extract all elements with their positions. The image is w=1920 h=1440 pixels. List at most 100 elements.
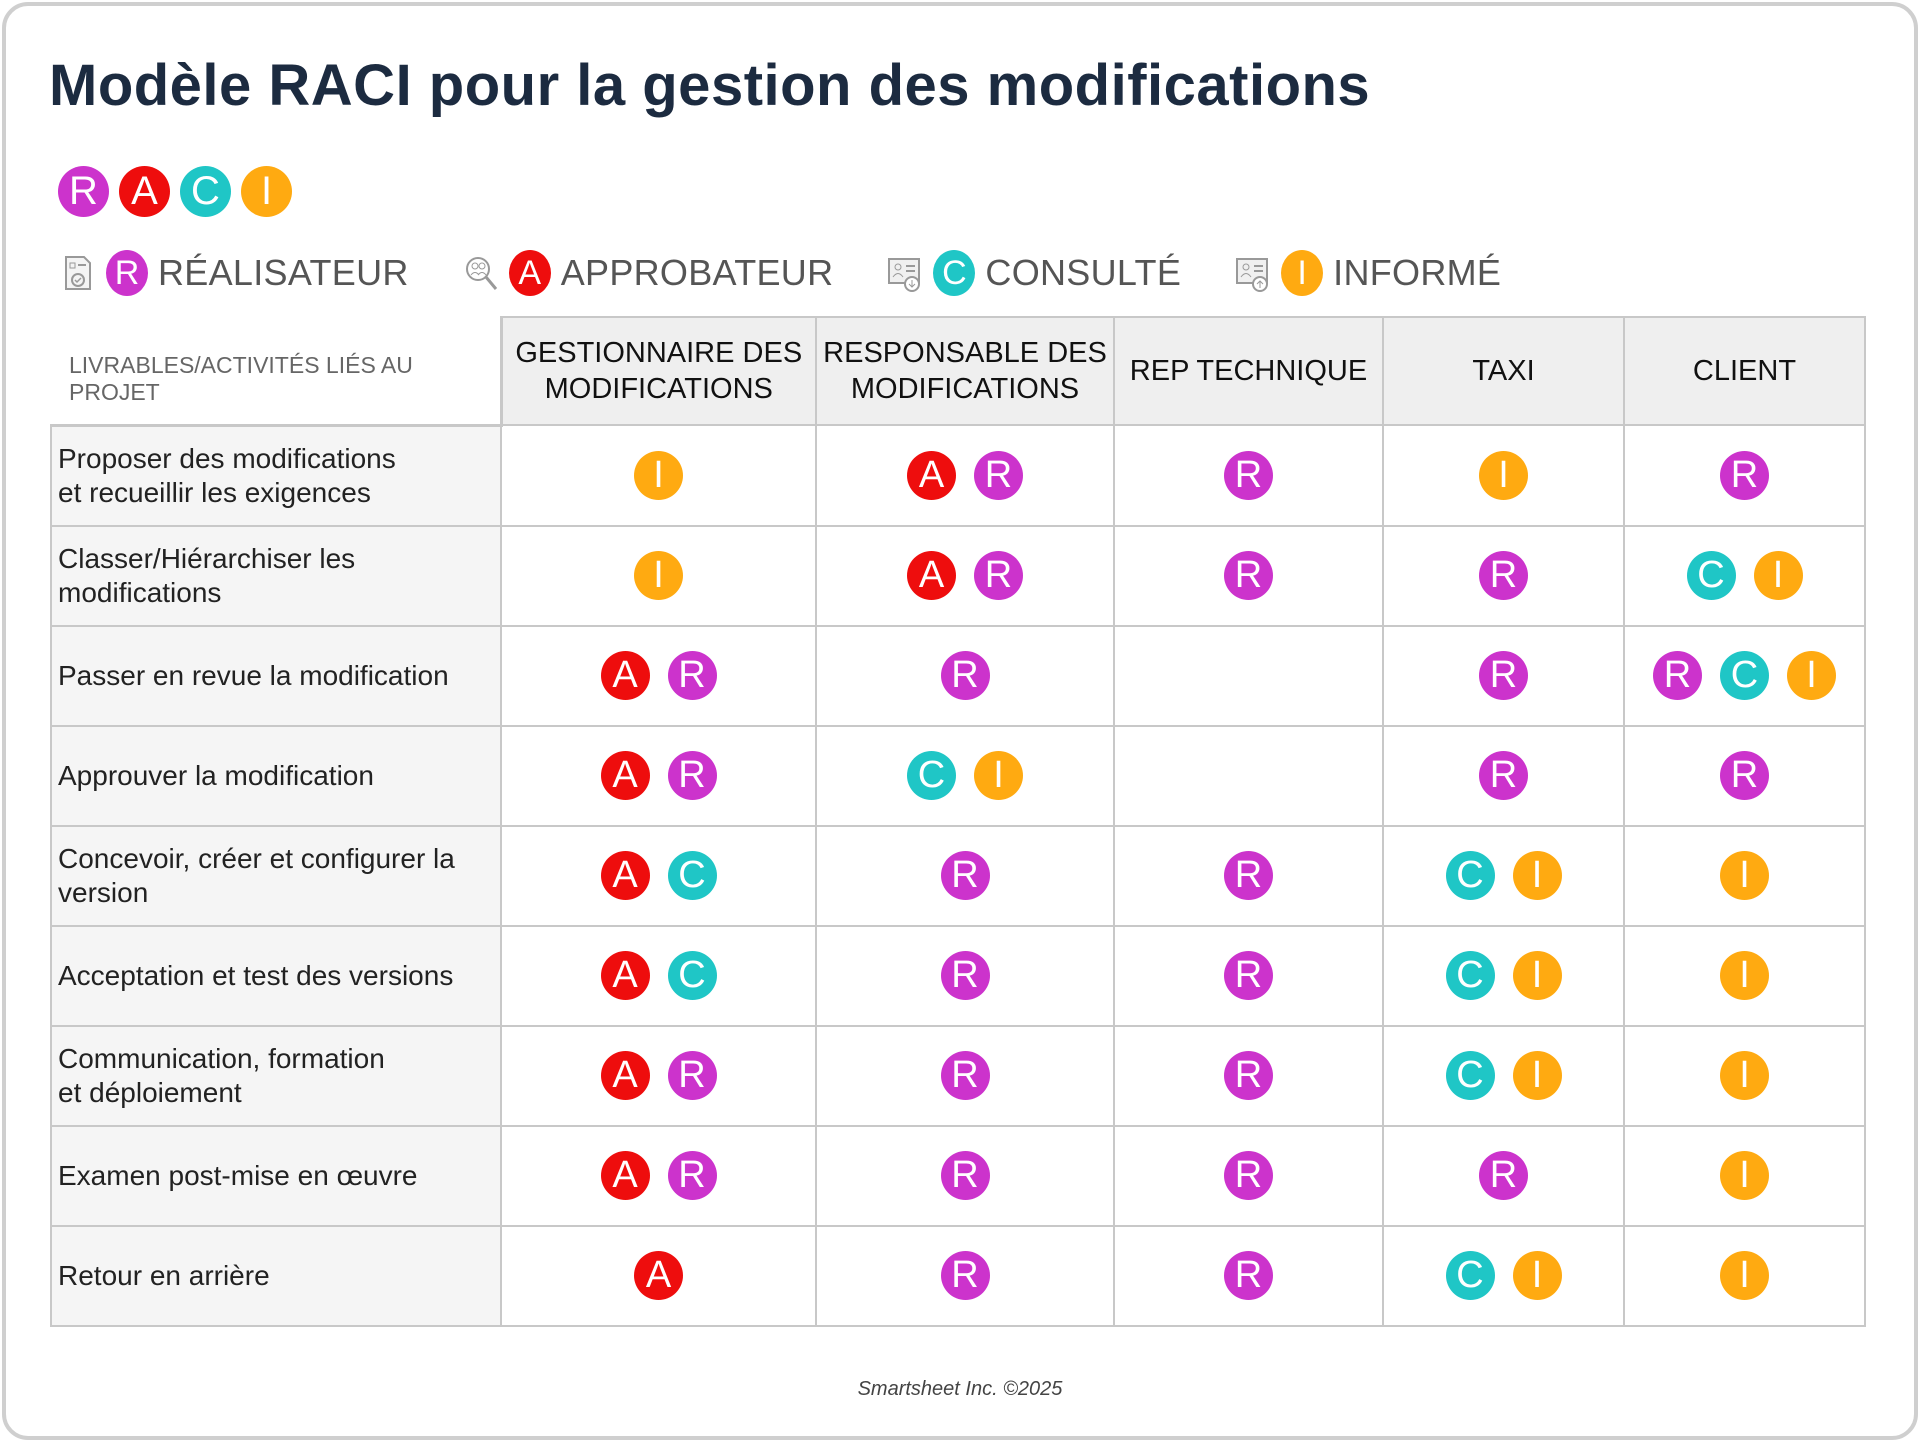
table-body: Proposer des modifications et recueillir…	[50, 424, 1866, 1327]
raci-badge-r: R	[940, 651, 990, 700]
raci-badge-r: R	[1224, 450, 1273, 500]
raci-cell: R	[1382, 1124, 1625, 1227]
legend-label: RÉALISATEUR	[158, 252, 409, 293]
legend: R RÉALISATEUR A APPROBATEUR C CONSULTÉ I…	[60, 250, 1555, 296]
raci-badge-c: C	[1445, 951, 1495, 1000]
raci-badge-r: R	[940, 1251, 990, 1300]
raci-badge-r: R	[1653, 651, 1702, 700]
raci-badge-i: I	[1512, 951, 1562, 1000]
contact-card-upload-icon	[1236, 258, 1269, 292]
raci-cell: R	[1113, 924, 1384, 1027]
raci-badge-r: R	[1479, 551, 1528, 600]
raci-badge-c: C	[907, 751, 956, 800]
header-row: LIVRABLES/ACTIVITÉS LIÉS AU PROJET GESTI…	[51, 316, 1866, 427]
table-row: Approuver la modification A R C I R R	[50, 724, 1866, 827]
raci-badge-a: A	[907, 450, 956, 500]
raci-badge-i: I	[634, 450, 683, 500]
raci-badge-c: C	[667, 951, 717, 1000]
raci-badge-r: R	[1224, 951, 1273, 1000]
raci-cell: I	[1623, 1124, 1866, 1227]
legend-item-r: R RÉALISATEUR	[60, 250, 409, 296]
raci-cell: R	[815, 924, 1115, 1027]
raci-badge-r: R	[58, 166, 109, 217]
raci-cell: R	[1623, 424, 1866, 527]
table-row: Acceptation et test des versions A C R R C I I	[50, 924, 1866, 1027]
raci-badge-c: C	[180, 166, 231, 217]
raci-badge-a: A	[600, 651, 650, 700]
raci-badge-r: R	[940, 851, 990, 900]
raci-cell: R	[1113, 824, 1384, 927]
raci-cell: I	[1623, 1024, 1866, 1127]
raci-cell: R	[815, 824, 1115, 927]
raci-badge-i: I	[1512, 1251, 1562, 1300]
raci-badge-a: A	[600, 1051, 650, 1100]
raci-cell: A	[500, 1224, 817, 1327]
footer-copyright: Smartsheet Inc. ©2025	[857, 1378, 1063, 1400]
raci-badge-r: R	[667, 1151, 717, 1200]
legend-label: INFORMÉ	[1333, 252, 1502, 293]
activity-cell: Passer en revue la modification	[50, 624, 502, 727]
raci-badge-c: C	[1445, 1251, 1495, 1300]
raci-badge-r: R	[940, 951, 990, 1000]
contact-card-download-icon	[888, 258, 921, 292]
raci-badge-r: R	[1224, 551, 1273, 600]
legend-letter: C	[933, 250, 976, 296]
raci-cell: R	[815, 1124, 1115, 1227]
raci-badges: R A C I	[58, 166, 292, 217]
raci-cell: R	[815, 1224, 1115, 1327]
raci-cell: I	[1382, 424, 1625, 527]
raci-badge-r: R	[1224, 1151, 1273, 1200]
raci-badge-r: R	[667, 651, 717, 700]
page-title: Modèle RACI pour la gestion des modifica…	[49, 53, 1371, 118]
raci-badge-i: I	[634, 551, 683, 600]
raci-badge-i: I	[974, 751, 1023, 800]
raci-badge-i: I	[1512, 851, 1562, 900]
legend-item-a: A APPROBATEUR	[463, 250, 834, 296]
table-row: Passer en revue la modification A R R R R C I	[50, 624, 1866, 727]
activity-cell: Classer/Hiérarchiser les modifications	[50, 524, 502, 627]
activity-cell: Examen post-mise en œuvre	[50, 1124, 502, 1227]
table-row: Communication, formation et déploiement A…	[50, 1024, 1866, 1127]
raci-cell: R	[1113, 1124, 1384, 1227]
raci-badge-a: A	[600, 951, 650, 1000]
legend-letter: A	[508, 250, 551, 296]
activities-header: LIVRABLES/ACTIVITÉS LIÉS AU PROJET	[51, 317, 503, 427]
legend-letter: R	[106, 250, 148, 296]
activity-cell: Communication, formation et déploiement	[50, 1024, 502, 1127]
legend-item-c: C CONSULTÉ	[887, 250, 1181, 296]
raci-cell: R	[1113, 1224, 1384, 1327]
raci-badge-i: I	[1720, 1251, 1769, 1300]
raci-badge-r: R	[667, 751, 717, 800]
raci-cell	[1113, 624, 1384, 727]
legend-label: CONSULTÉ	[985, 252, 1182, 293]
raci-badge-i: I	[1787, 651, 1836, 700]
raci-cell: R	[815, 1024, 1115, 1127]
raci-badge-r: R	[940, 1151, 990, 1200]
activity-cell: Acceptation et test des versions	[50, 924, 502, 1027]
raci-badge-a: A	[634, 1251, 683, 1300]
activity-cell: Proposer des modifications et recueillir…	[50, 424, 502, 527]
table-row: Proposer des modifications et recueillir…	[50, 424, 1866, 527]
raci-cell: I	[1623, 1224, 1866, 1327]
column-header: GESTIONNAIRE DES MODIFICATIONS	[500, 316, 817, 426]
raci-badge-r: R	[667, 1051, 717, 1100]
raci-badge-i: I	[1720, 1151, 1769, 1200]
raci-cell: I	[1623, 824, 1866, 927]
raci-badge-a: A	[907, 551, 956, 600]
activity-cell: Retour en arrière	[50, 1224, 502, 1327]
table-row: Concevoir, créer et configurer la versio…	[50, 824, 1866, 927]
raci-cell: R	[1382, 724, 1625, 827]
raci-cell: R	[1113, 1024, 1384, 1127]
raci-badge-i: I	[1720, 1051, 1769, 1100]
raci-badge-i: I	[1479, 450, 1528, 500]
